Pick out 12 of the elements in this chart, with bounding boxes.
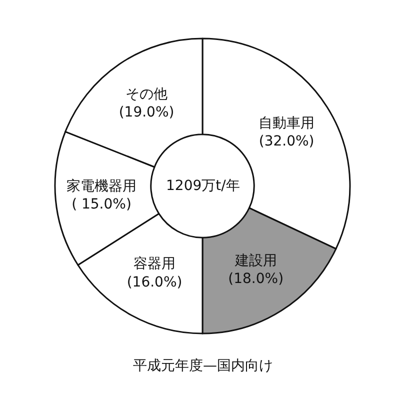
text: 平成元年度—国内向け [133,358,273,374]
data-label: (19.0%) [118,104,174,121]
slice-label: 容器用 [134,256,176,272]
data-label: ( 15.0%) [72,196,132,213]
slice-label: 自動車用 [258,116,315,132]
data-label: (16.0%) [126,274,182,290]
data-label: (32.0%) [258,134,314,150]
data-label: (18.0%) [228,271,284,288]
slice-label: 建設用 [234,252,277,269]
slice-label: その他 [126,86,168,103]
text: 1209万t/年 [166,178,240,194]
slice-label: 家電機器用 [66,178,137,194]
